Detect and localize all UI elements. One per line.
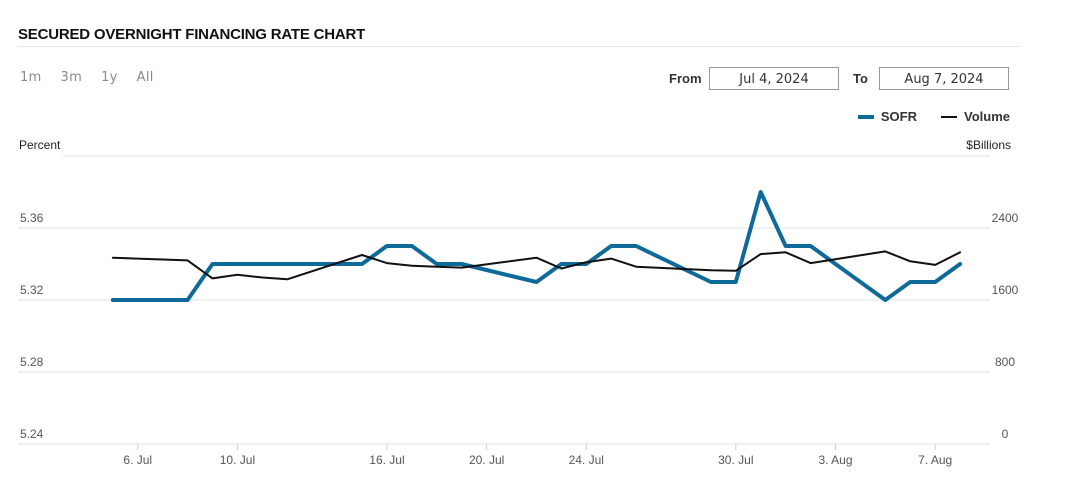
from-date-input[interactable]: Jul 4, 2024 xyxy=(709,67,839,90)
left-tick-label: 5.28 xyxy=(20,355,44,369)
legend-label-volume: Volume xyxy=(964,109,1010,124)
right-tick-label: 2400 xyxy=(992,211,1019,225)
grid-lines xyxy=(18,155,990,445)
x-tick-label: 6. Jul xyxy=(123,453,152,467)
left-axis-title: Percent xyxy=(19,138,61,152)
left-tick-label: 5.24 xyxy=(20,427,44,441)
to-label: To xyxy=(853,71,868,86)
legend-item-volume[interactable]: Volume xyxy=(941,109,1010,124)
range-all-button[interactable]: All xyxy=(136,70,154,85)
x-tick-label: 7. Aug xyxy=(918,453,952,467)
from-label: From xyxy=(669,71,702,86)
chart-title: SECURED OVERNIGHT FINANCING RATE CHART xyxy=(18,26,366,43)
legend-item-sofr[interactable]: SOFR xyxy=(857,109,917,124)
x-tick-label: 20. Jul xyxy=(469,453,504,467)
legend-swatch-volume xyxy=(941,115,957,118)
left-tick-label: 5.36 xyxy=(20,211,44,225)
right-tick-label: 800 xyxy=(995,355,1015,369)
x-tick-label: 24. Jul xyxy=(569,453,604,467)
left-axis-ticks: 5.36 5.32 5.28 5.24 xyxy=(20,211,44,441)
series-line-volume xyxy=(111,250,962,281)
right-tick-label: 1600 xyxy=(992,283,1019,297)
right-axis-title: $Billions xyxy=(966,138,1011,152)
series-line-sofr xyxy=(110,190,963,302)
range-1y-button[interactable]: 1y xyxy=(101,70,118,85)
legend-swatch-sofr xyxy=(857,114,874,119)
x-tick-label: 3. Aug xyxy=(818,453,852,467)
legend-label-sofr: SOFR xyxy=(880,109,917,124)
chart-legend: SOFR Volume xyxy=(834,109,1010,124)
to-date-input[interactable]: Aug 7, 2024 xyxy=(879,67,1009,90)
x-tick-label: 16. Jul xyxy=(369,453,404,467)
left-tick-label: 5.32 xyxy=(20,283,44,297)
range-selector: 1m 3m 1y All xyxy=(20,70,173,85)
range-3m-button[interactable]: 3m xyxy=(60,70,83,85)
series-lines xyxy=(110,190,963,302)
x-axis-ticks: 6. Jul 10. Jul 16. Jul 20. Jul 24. Jul 30. Ju… xyxy=(123,444,952,467)
right-tick-label: 0 xyxy=(1002,427,1009,441)
range-1m-button[interactable]: 1m xyxy=(20,70,42,85)
x-tick-label: 30. Jul xyxy=(718,453,753,467)
x-tick-label: 10. Jul xyxy=(220,453,255,467)
title-divider xyxy=(18,46,1021,47)
right-axis-ticks: 2400 1600 800 0 xyxy=(992,211,1019,441)
